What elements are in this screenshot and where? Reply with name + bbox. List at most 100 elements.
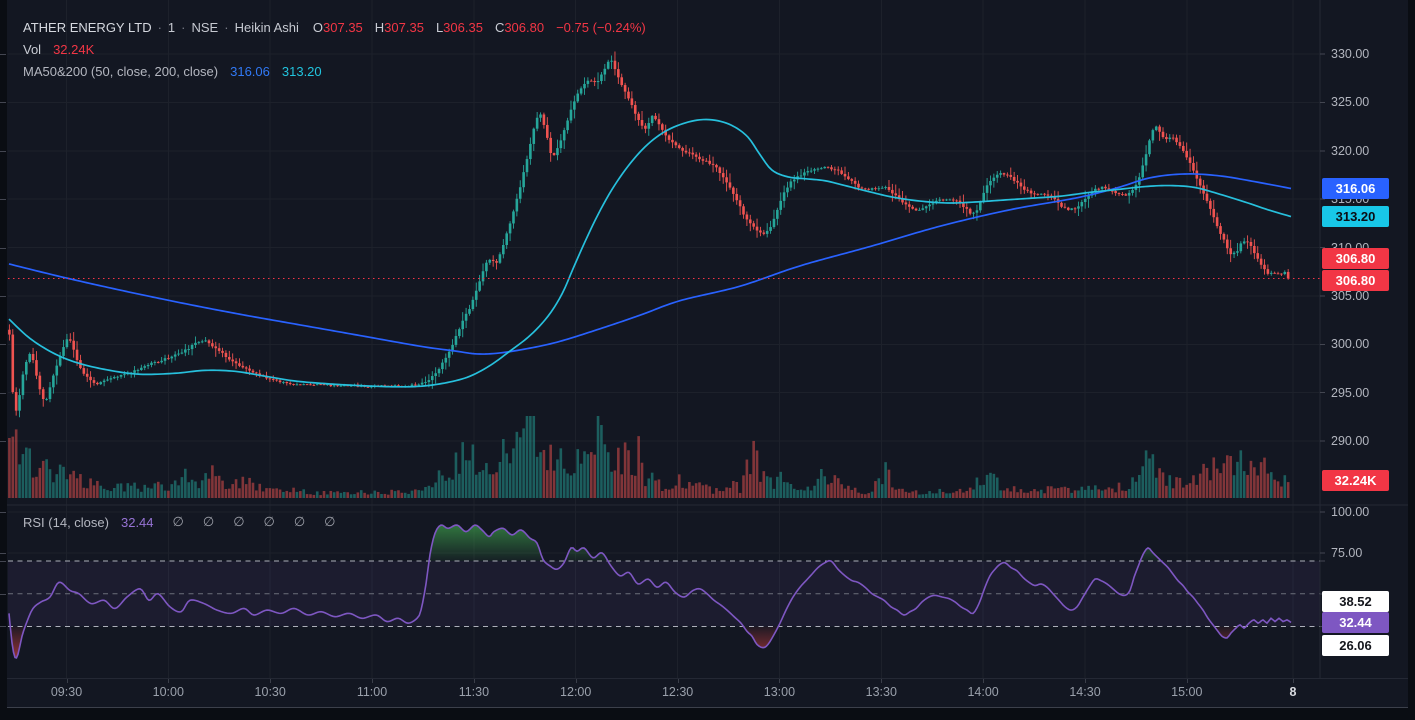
rsi-legend-row[interactable]: RSI (14, close) 32.44 ∅ ∅ ∅ ∅ ∅ ∅ <box>23 511 336 533</box>
time-label: 11:30 <box>458 685 490 699</box>
time-label: 14:00 <box>967 685 999 699</box>
time-tick <box>168 679 170 683</box>
time-tick <box>1186 679 1188 683</box>
time-label: 8 <box>1289 685 1297 699</box>
ma200-value: 313.20 <box>281 63 322 79</box>
time-label: 10:00 <box>152 685 184 699</box>
rsi-empty-plot: ∅ <box>263 514 275 529</box>
change-value: −0.75 (−0.24%) <box>556 19 646 35</box>
price-axis-label: 290.00 <box>1331 434 1370 448</box>
time-label: 13:00 <box>763 685 796 699</box>
ma200-line[interactable] <box>8 173 1292 355</box>
gridlines <box>8 0 1320 678</box>
interval-label[interactable]: 1 <box>167 19 176 35</box>
symbol-name[interactable]: ATHER ENERGY LTD <box>23 19 152 35</box>
left-scale-tick <box>0 561 6 562</box>
time-tick <box>575 679 577 683</box>
rsi-legend: RSI (14, close) 32.44 ∅ ∅ ∅ ∅ ∅ ∅ <box>23 511 336 533</box>
left-scale-tick <box>0 296 6 297</box>
exchange-label: NSE <box>191 19 219 35</box>
left-scale-tick <box>0 512 6 513</box>
ma50-price-badge: 316.06 <box>1322 178 1389 200</box>
rsi-upper-badge: 38.52 <box>1322 590 1389 612</box>
close-value: 306.80 <box>504 19 545 35</box>
time-axis[interactable]: 09:30 10:00 10:30 11:00 11:30 12:00 12:30 13:00… <box>7 678 1408 708</box>
symbol-legend-row[interactable]: ATHER ENERGY LTD · 1 · NSE · Heikin Ashi… <box>23 16 646 38</box>
ma50-value: 316.06 <box>230 63 270 79</box>
left-scale-tick <box>0 344 6 345</box>
rsi-empty-plot: ∅ <box>233 514 245 529</box>
last-close-badge: 306.80 <box>1322 247 1389 269</box>
ma-indicator-label[interactable]: MA50&200 (50, close, 200, close) <box>23 63 219 79</box>
volume-legend-row[interactable]: Vol 32.24K <box>23 38 646 60</box>
separator-dot: · <box>157 19 162 35</box>
time-tick <box>1293 679 1294 683</box>
time-label: 14:30 <box>1069 685 1101 699</box>
time-tick <box>983 679 985 683</box>
ma200-price-badge: 313.20 <box>1322 206 1389 228</box>
rsi-line[interactable] <box>8 524 1292 659</box>
price-axis-label: 75.00 <box>1331 545 1363 560</box>
left-scale-tick <box>0 248 6 249</box>
separator-dot: · <box>181 19 186 35</box>
candles-layer <box>8 51 1290 418</box>
left-scale-tick <box>0 199 6 200</box>
time-tick <box>881 679 883 683</box>
rsi-empty-plot: ∅ <box>172 514 184 529</box>
rsi-indicator-label[interactable]: RSI (14, close) <box>23 514 109 530</box>
chart-style-label: Heikin Ashi <box>234 19 299 35</box>
ma-legend-row[interactable]: MA50&200 (50, close, 200, close) 316.06 … <box>23 60 646 82</box>
frame-left <box>0 0 7 708</box>
rsi-value-badge: 32.44 <box>1322 612 1389 633</box>
price-axis-label: 330.00 <box>1331 47 1370 61</box>
volume-bars <box>8 416 1290 498</box>
time-tick <box>779 679 781 683</box>
open-value: 307.35 <box>323 19 363 35</box>
high-prefix: H <box>374 19 385 35</box>
time-tick <box>66 679 68 683</box>
price-axis-label: 320.00 <box>1331 143 1370 158</box>
rsi-lower-badge: 26.06 <box>1322 634 1389 656</box>
time-label: 12:00 <box>560 685 592 699</box>
left-scale-tick <box>0 594 6 595</box>
time-label: 10:30 <box>254 685 286 699</box>
left-scale-tick <box>0 393 6 394</box>
time-label: 09:30 <box>50 685 83 699</box>
time-label: 12:30 <box>661 685 694 699</box>
time-tick <box>677 679 679 683</box>
main-legend: ATHER ENERGY LTD · 1 · NSE · Heikin Ashi… <box>23 16 646 82</box>
price-axis-label: 305.00 <box>1331 288 1370 303</box>
left-scale-tick <box>0 626 6 627</box>
left-scale-tick <box>0 553 6 554</box>
left-scale-tick <box>0 54 6 55</box>
time-tick <box>473 679 475 683</box>
low-prefix: L <box>435 19 444 35</box>
price-axis[interactable]: 330.00325.00320.00315.00310.00305.00300.… <box>1320 0 1408 678</box>
volume-label: Vol <box>23 41 42 57</box>
last-price-badge: 306.80 <box>1322 270 1389 291</box>
time-label: 15:00 <box>1171 685 1203 699</box>
ma50-line[interactable] <box>8 118 1292 388</box>
high-value: 307.35 <box>384 19 424 35</box>
left-scale-tick <box>0 441 6 442</box>
low-value: 306.35 <box>443 19 483 35</box>
frame-right <box>1408 0 1415 720</box>
time-tick <box>270 679 272 683</box>
rsi-empty-plot: ∅ <box>324 514 336 529</box>
time-tick <box>1085 679 1086 683</box>
time-tick <box>372 679 373 683</box>
left-scale-tick <box>0 151 6 152</box>
price-axis-label: 325.00 <box>1331 95 1370 110</box>
rsi-empty-plot: ∅ <box>293 514 306 529</box>
separator-dot: · <box>224 19 229 35</box>
price-axis-label: 300.00 <box>1331 337 1370 352</box>
left-scale-tick <box>0 102 6 103</box>
time-label: 11:00 <box>356 685 388 699</box>
frame-bottom <box>0 708 1415 720</box>
close-prefix: C <box>494 19 505 35</box>
widget-bottom-border <box>7 707 1408 708</box>
time-label: 13:30 <box>865 685 897 699</box>
rsi-empty-plot: ∅ <box>202 514 215 529</box>
